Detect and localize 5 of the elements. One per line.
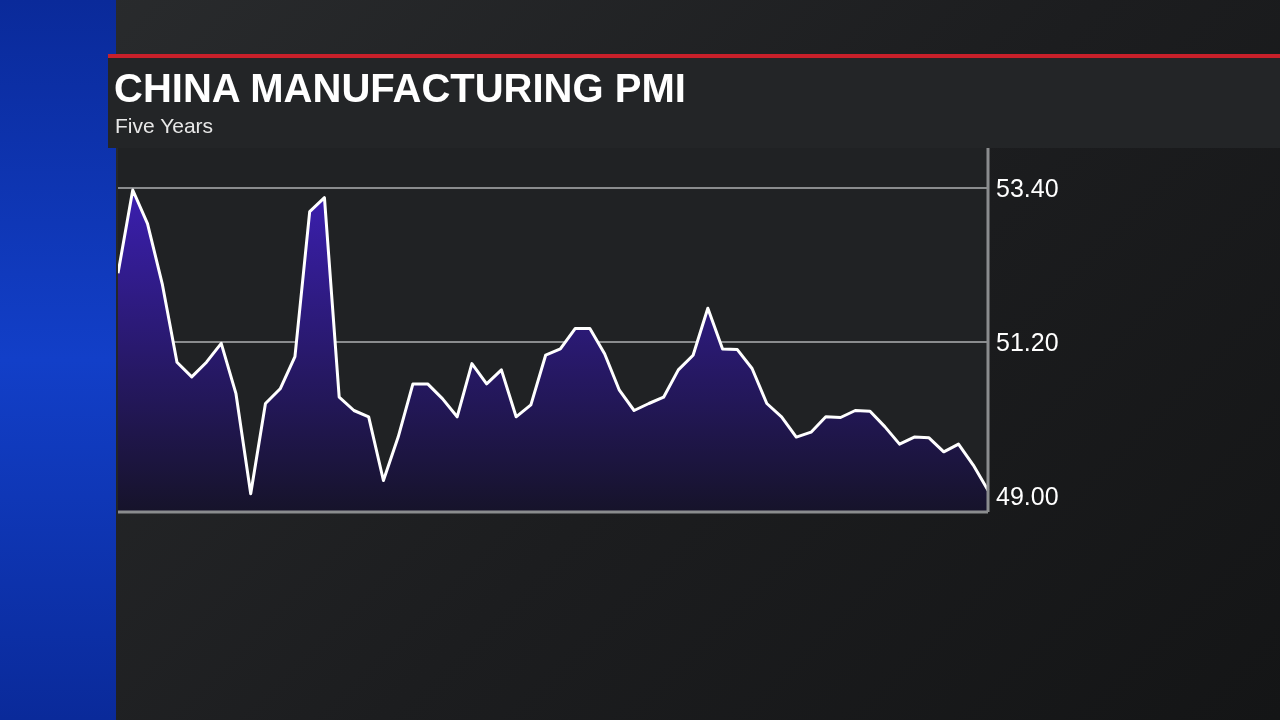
y-tick-label: 53.40 xyxy=(996,173,1059,202)
y-tick-label: 51.20 xyxy=(996,327,1059,356)
chart-subtitle: Five Years xyxy=(115,114,214,138)
y-tick-label: 49.00 xyxy=(996,481,1059,510)
chart-title: CHINA MANUFACTURING PMI xyxy=(114,66,686,111)
